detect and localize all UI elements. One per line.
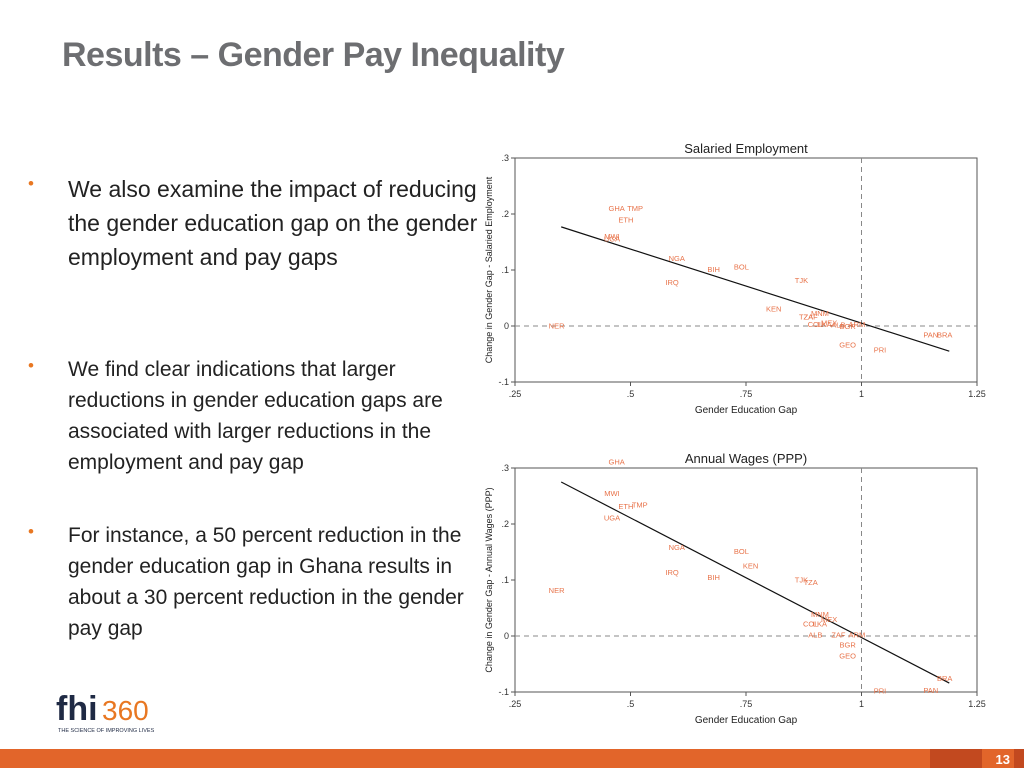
data-point-label: ZAF xyxy=(831,630,846,639)
logo-number: 360 xyxy=(102,695,149,726)
x-tick-label: 1.25 xyxy=(968,699,986,709)
data-point-label: MWI xyxy=(604,489,619,498)
bullet-marker: • xyxy=(28,356,34,375)
y-tick-label: .1 xyxy=(501,265,509,275)
data-point-label: ALB xyxy=(831,320,845,329)
data-point-label: ARM xyxy=(849,630,866,639)
x-tick-label: .25 xyxy=(509,699,522,709)
data-point-label: LKA xyxy=(817,320,831,329)
x-tick-label: 1 xyxy=(859,699,864,709)
data-point-label: COL xyxy=(803,620,818,629)
y-tick-label: .2 xyxy=(501,519,509,529)
y-axis-label: Change in Gender Gap - Salaried Employme… xyxy=(484,176,494,363)
data-point-label: BRA xyxy=(937,674,952,683)
data-point-label: BOL xyxy=(734,547,749,556)
data-point-label: GHA xyxy=(609,457,625,466)
data-point-label: PAN xyxy=(923,330,938,339)
x-tick-label: 1 xyxy=(859,389,864,399)
fhi360-logo: fhi 360 THE SCIENCE OF IMPROVING LIVES xyxy=(56,688,156,736)
data-point-label: TZA xyxy=(799,312,813,321)
data-point-label: BIH xyxy=(707,573,720,582)
x-tick-label: .5 xyxy=(627,389,635,399)
data-point-label: NGA xyxy=(669,543,685,552)
data-point-label: ETH xyxy=(618,216,633,225)
data-point-label: ARM xyxy=(849,320,866,329)
salaried-employment-chart: Salaried Employment -.1 0 .1 .2 .3 .25 .5 .75 1 1.… xyxy=(484,141,986,416)
page-number: 13 xyxy=(981,749,1014,768)
data-point-label: IRQ xyxy=(665,568,679,577)
x-axis-label: Gender Education Gap xyxy=(695,405,798,416)
y-tick-label: .3 xyxy=(501,463,509,473)
data-point-label: BOL xyxy=(734,263,749,272)
x-axis-label: Gender Education Gap xyxy=(695,715,798,726)
fit-line xyxy=(561,226,950,352)
data-point-label: MNM xyxy=(811,610,829,619)
data-point-label: UGA xyxy=(604,513,620,522)
logo-tagline: THE SCIENCE OF IMPROVING LIVES xyxy=(58,728,155,734)
x-tick-label: .75 xyxy=(740,699,753,709)
data-point-label: ETH xyxy=(618,502,633,511)
data-point-label: NER xyxy=(549,586,565,595)
fit-line xyxy=(560,481,950,684)
data-point-label: NGA xyxy=(669,254,685,263)
slide-title: Results – Gender Pay Inequality xyxy=(62,36,565,74)
bullet-text: We find clear indications that larger re… xyxy=(68,358,443,474)
footer-bar: 13 xyxy=(0,749,1024,768)
data-point-label: TZA xyxy=(804,578,818,587)
bullet-text: We also examine the impact of reducing t… xyxy=(68,176,478,270)
data-point-label: PAN xyxy=(923,686,938,695)
data-point-label: LKA xyxy=(813,620,827,629)
data-point-label: KEN xyxy=(743,561,758,570)
x-tick-label: 1.25 xyxy=(968,389,986,399)
data-point-label: MEX xyxy=(821,615,837,624)
data-point-label: TJK xyxy=(795,575,808,584)
data-point-label: GEO xyxy=(839,340,856,349)
y-tick-label: -.1 xyxy=(498,377,509,387)
bullet-marker: • xyxy=(28,174,34,193)
data-point-label: KEN xyxy=(766,305,781,314)
chart-title: Annual Wages (PPP) xyxy=(685,451,807,466)
bullet-text: For instance, a 50 percent reduction in … xyxy=(68,524,464,640)
data-point-label: COL xyxy=(808,320,823,329)
data-point-label: ALB xyxy=(808,630,822,639)
x-tick-label: .75 xyxy=(740,389,753,399)
data-point-label: BRA xyxy=(937,330,952,339)
logo-wordmark: fhi xyxy=(56,690,98,728)
data-point-label: PRI xyxy=(874,346,887,355)
y-tick-label: -.1 xyxy=(498,687,509,697)
y-axis-label: Change in Gender Gap - Annual Wages (PPP… xyxy=(484,487,494,672)
y-tick-label: .3 xyxy=(501,153,509,163)
bullet-marker: • xyxy=(28,522,34,541)
data-point-label: MNM xyxy=(811,309,829,318)
x-tick-label: .5 xyxy=(627,699,635,709)
data-point-label: GEO xyxy=(839,652,856,661)
data-point-label: MEX xyxy=(821,319,837,328)
data-point-label: UGA xyxy=(604,235,620,244)
data-point-label: ZAF xyxy=(804,312,819,321)
data-point-label: IRQ xyxy=(665,278,679,287)
y-tick-label: .2 xyxy=(501,209,509,219)
y-tick-label: 0 xyxy=(504,321,509,331)
data-point-label: TMP xyxy=(627,204,643,213)
data-point-label: BIH xyxy=(707,265,720,274)
data-point-label: TJK xyxy=(795,276,808,285)
data-point-label: PRI xyxy=(874,686,887,695)
y-tick-label: 0 xyxy=(504,631,509,641)
data-point-label: MWI xyxy=(604,232,619,241)
annual-wages-chart: Annual Wages (PPP) -.1 0 .1 .2 .3 .25 .5 .75 1 1.2… xyxy=(484,451,986,726)
data-point-label: TMP xyxy=(632,500,648,509)
data-point-label: BGR xyxy=(840,640,857,649)
plot-frame xyxy=(514,467,978,693)
y-tick-label: .1 xyxy=(501,575,509,585)
chart-title: Salaried Employment xyxy=(684,141,808,156)
data-point-label: GHA xyxy=(609,204,625,213)
data-point-label: BGR xyxy=(840,322,857,331)
data-point-label: NER xyxy=(549,321,565,330)
x-tick-label: .25 xyxy=(509,389,522,399)
